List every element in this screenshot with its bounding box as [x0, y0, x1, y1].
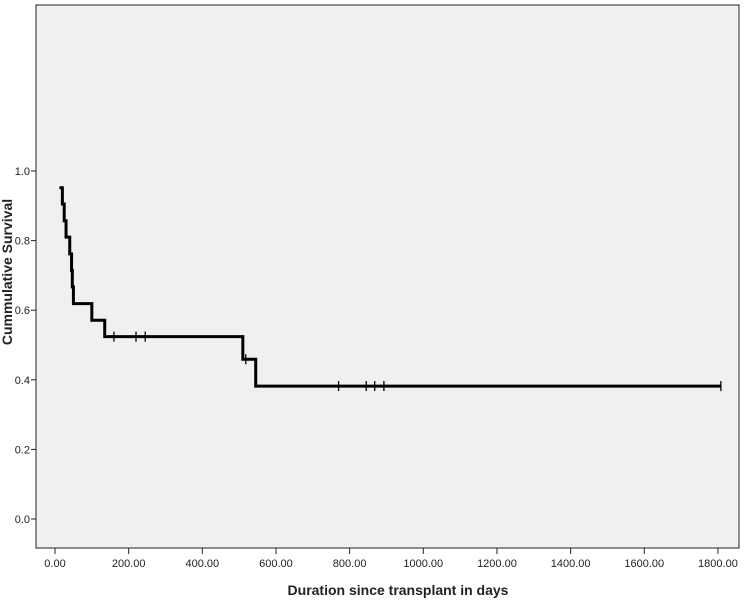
y-axis: 0.0 0.2 0.4 0.6 0.8 1.0: [15, 166, 36, 526]
y-axis-label: Cummulative Survival: [0, 199, 15, 345]
x-axis: 0.00 200.00 400.00 600.00 800.00 1000.00 1200.…: [44, 548, 738, 570]
x-axis-label: Duration since transplant in days: [288, 582, 509, 598]
x-tick-label: 800.00: [333, 558, 367, 570]
x-tick-label: 1800.00: [698, 558, 738, 570]
x-tick-label: 1600.00: [624, 558, 664, 570]
x-tick-label: 1400.00: [551, 558, 591, 570]
y-tick-label: 0.6: [15, 305, 30, 317]
x-tick-label: 1000.00: [403, 558, 443, 570]
x-tick-label: 600.00: [259, 558, 293, 570]
x-tick-label: 400.00: [185, 558, 219, 570]
y-tick-label: 0.0: [15, 514, 30, 526]
y-tick-label: 1.0: [15, 166, 30, 178]
y-tick-label: 0.2: [15, 444, 30, 456]
y-tick-label: 0.8: [15, 236, 30, 248]
x-tick-label: 0.00: [44, 558, 65, 570]
y-tick-label: 0.4: [15, 375, 30, 387]
survival-curve: [59, 186, 721, 388]
plot-area: [35, 4, 740, 549]
censor-marks: [113, 331, 722, 392]
x-tick-label: 200.00: [112, 558, 146, 570]
x-tick-label: 1200.00: [477, 558, 517, 570]
